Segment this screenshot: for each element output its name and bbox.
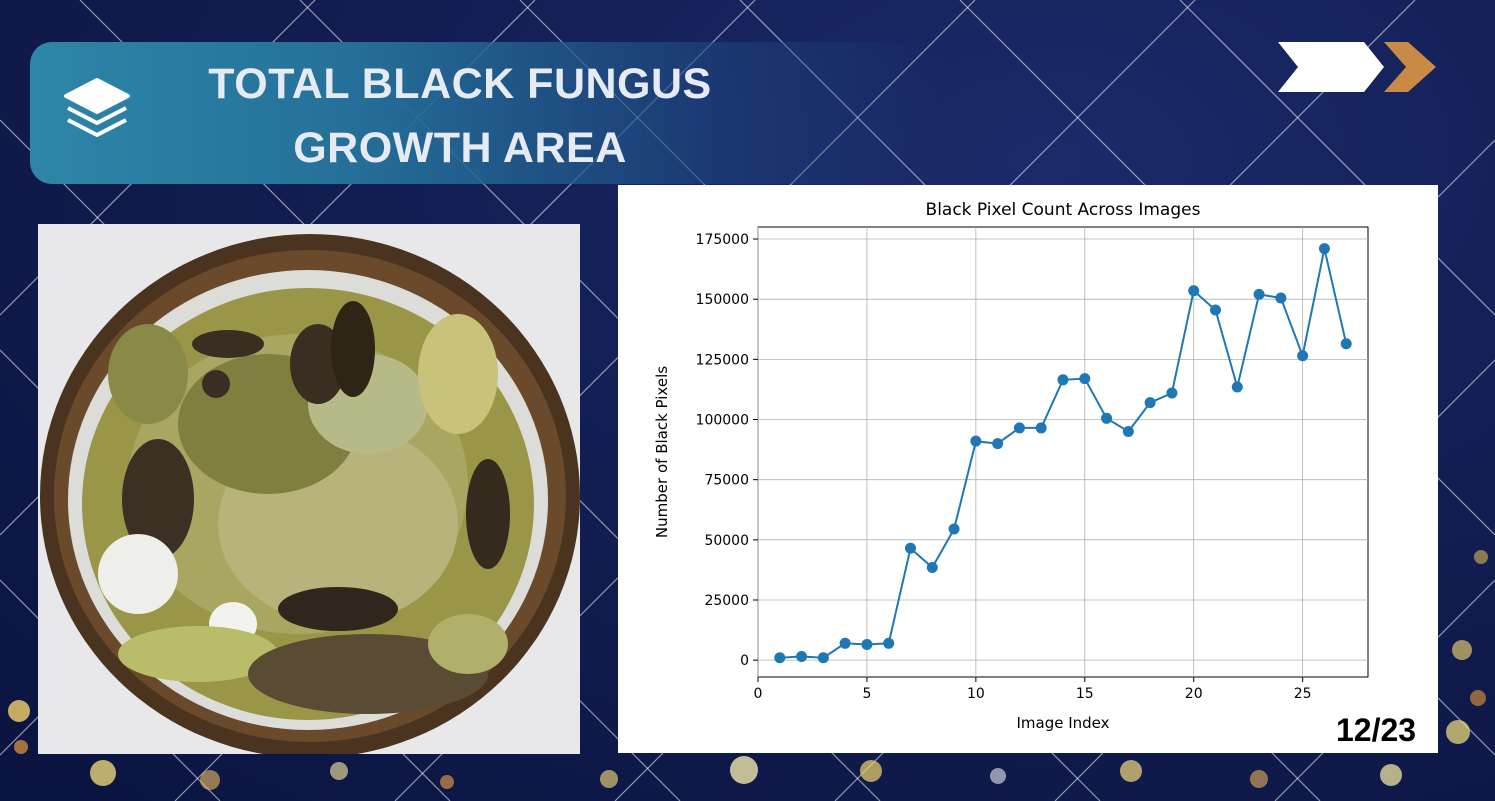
- y-tick-label: 0: [740, 653, 749, 669]
- x-tick-label: 10: [967, 686, 985, 702]
- layers-icon: [64, 78, 130, 137]
- y-tick-label: 175000: [696, 232, 749, 248]
- y-axis-label: Number of Black Pixels: [653, 366, 671, 538]
- bokeh-light: [730, 756, 758, 784]
- data-point: [992, 438, 1004, 450]
- data-point: [1253, 288, 1265, 300]
- bokeh-light: [440, 775, 454, 789]
- data-point: [1101, 412, 1113, 424]
- data-point: [1340, 338, 1352, 350]
- data-point: [1035, 422, 1047, 434]
- bokeh-light: [8, 700, 30, 722]
- data-point: [970, 435, 982, 447]
- bokeh-light: [1250, 770, 1268, 788]
- y-tick-label: 150000: [696, 292, 749, 308]
- data-point: [1210, 304, 1221, 316]
- bokeh-light: [90, 760, 116, 786]
- data-point: [1297, 350, 1309, 362]
- x-tick-label: 15: [1076, 686, 1094, 702]
- bokeh-light: [1452, 640, 1472, 660]
- bokeh-light: [1120, 760, 1142, 782]
- x-tick-label: 25: [1294, 686, 1312, 702]
- line-chart: 0 5 10 15 20 25 0 25000 50000 75000 100000 125000 15…: [653, 200, 1369, 732]
- next-arrow-icon[interactable]: [1278, 40, 1438, 94]
- data-point: [1318, 243, 1330, 255]
- slide-title: TOTAL BLACK FUNGUS GROWTH AREA: [150, 52, 770, 180]
- data-point: [1188, 285, 1200, 297]
- data-point: [774, 652, 786, 664]
- data-point: [1122, 426, 1134, 438]
- data-point: [1166, 387, 1178, 399]
- title-line-2: GROWTH AREA: [293, 124, 627, 172]
- data-point: [883, 637, 895, 649]
- bokeh-light: [330, 762, 348, 780]
- data-point: [796, 651, 808, 663]
- data-point: [1231, 381, 1243, 393]
- bokeh-light: [1474, 550, 1488, 564]
- x-tick-label: 0: [754, 686, 763, 702]
- y-tick-label: 75000: [704, 473, 749, 489]
- data-point: [1057, 374, 1069, 386]
- y-tick-label: 25000: [704, 593, 749, 609]
- chart-panel: 0 5 10 15 20 25 0 25000 50000 75000 100000 125000 15…: [618, 185, 1438, 753]
- data-point: [926, 562, 938, 574]
- x-tick-label: 20: [1185, 686, 1203, 702]
- bokeh-light: [1470, 690, 1486, 706]
- data-point: [1275, 292, 1287, 304]
- bokeh-light: [1446, 720, 1470, 744]
- data-point: [1079, 373, 1091, 385]
- title-banner: [30, 42, 940, 184]
- data-point: [948, 523, 960, 535]
- bokeh-light: [200, 770, 220, 790]
- plot-area: [757, 226, 1369, 678]
- chart-title: Black Pixel Count Across Images: [926, 200, 1201, 220]
- data-point: [861, 639, 873, 651]
- data-point: [839, 637, 851, 649]
- data-point: [1013, 422, 1025, 434]
- page-number: 12/23: [1336, 712, 1417, 748]
- y-tick-label: 50000: [704, 533, 749, 549]
- bokeh-light: [860, 760, 882, 782]
- bokeh-light: [1380, 764, 1402, 786]
- bokeh-light: [600, 770, 618, 788]
- y-tick-label: 100000: [696, 413, 749, 429]
- title-line-1: TOTAL BLACK FUNGUS: [208, 60, 712, 108]
- data-point: [905, 542, 916, 554]
- data-point: [1144, 397, 1156, 409]
- y-tick-label: 125000: [696, 352, 749, 368]
- bokeh-light: [14, 740, 28, 754]
- bokeh-light: [990, 768, 1006, 784]
- x-axis-label: Image Index: [1016, 714, 1109, 732]
- fungus-photo: [38, 224, 580, 754]
- data-point: [817, 652, 829, 664]
- x-tick-label: 5: [862, 686, 871, 702]
